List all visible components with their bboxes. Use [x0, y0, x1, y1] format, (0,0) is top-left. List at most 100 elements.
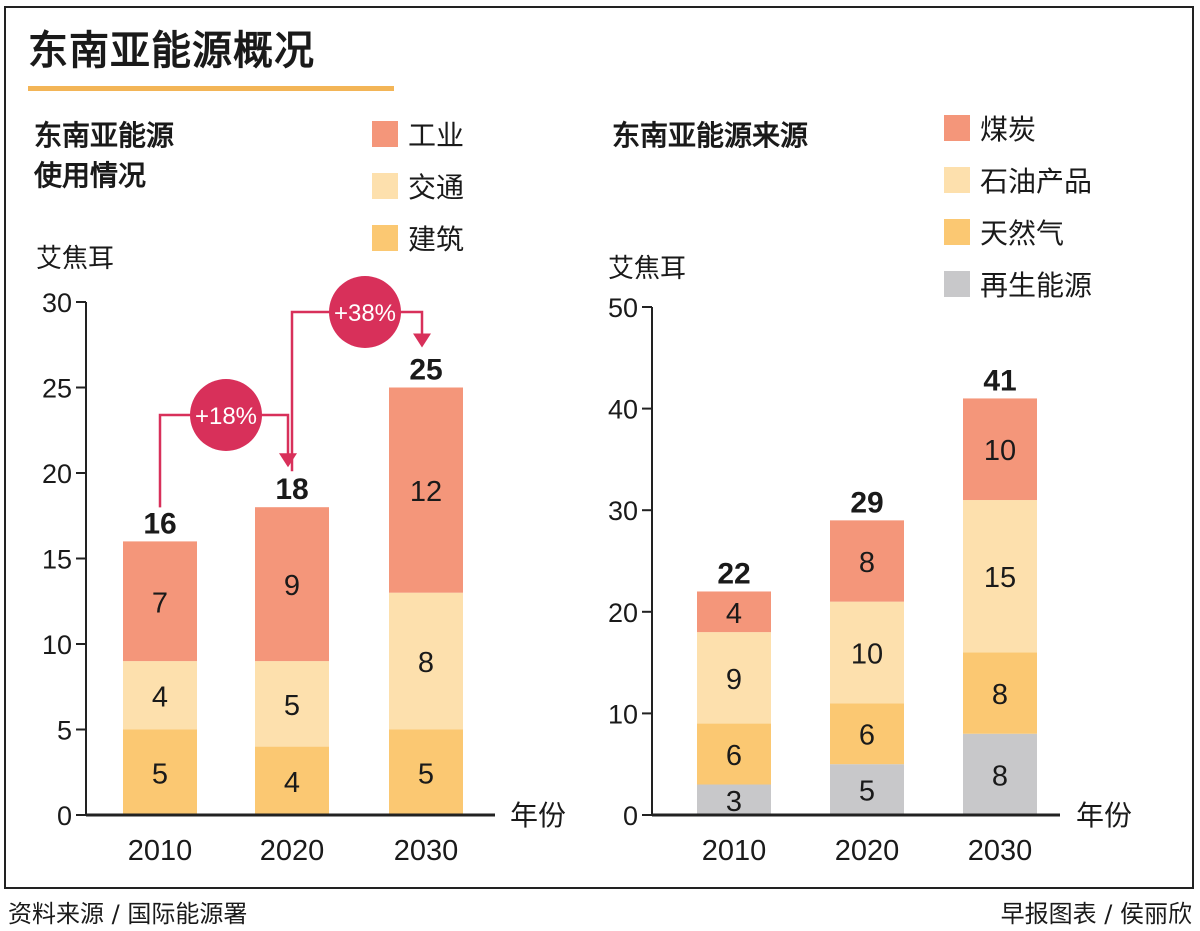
right-bar-renewable-2010 — [697, 784, 771, 815]
legend-swatch-industry — [372, 121, 398, 147]
right-total-label: 29 — [850, 486, 883, 519]
legend-swatch-transport — [372, 173, 398, 199]
growth-badge-label: +18% — [195, 403, 257, 430]
right-bar-renewable-2020 — [830, 764, 904, 815]
right-unit-label: 艾焦耳 — [608, 254, 687, 284]
left-bar-transport-2020 — [255, 661, 329, 747]
right-segment-label: 10 — [984, 435, 1016, 467]
right-y-tick-label: 10 — [608, 699, 638, 729]
right-segment-label: 10 — [851, 638, 883, 670]
right-segment-label: 5 — [859, 776, 875, 808]
right-x-axis-label: 年份 — [1076, 799, 1132, 832]
right-segment-label: 8 — [992, 760, 1008, 792]
right-legend-item-coal: 煤炭 — [944, 102, 1092, 154]
left-bar-building-2020 — [255, 746, 329, 815]
left-bar-building-2030 — [389, 729, 463, 815]
legend-swatch-oil — [944, 167, 970, 193]
right-legend-item-renewable: 再生能源 — [944, 258, 1092, 310]
right-x-tick-label: 2030 — [968, 835, 1033, 867]
right-chart-title: 东南亚能源来源 — [612, 119, 809, 152]
left-segment-label: 9 — [284, 570, 300, 602]
page-title: 东南亚能源概况 — [28, 28, 315, 74]
legend-label: 建筑 — [408, 223, 465, 256]
title-underline — [28, 86, 394, 91]
legend-label: 石油产品 — [980, 165, 1093, 198]
left-bar-building-2010 — [123, 729, 197, 815]
left-y-tick-label: 10 — [42, 630, 72, 660]
right-bar-gas-2010 — [697, 723, 771, 785]
right-bar-coal-2010 — [697, 591, 771, 633]
growth-arrowhead-icon — [413, 333, 431, 348]
right-x-tick-label: 2010 — [702, 835, 767, 867]
right-y-tick-label: 50 — [608, 293, 638, 323]
legend-swatch-renewable — [944, 271, 970, 297]
left-total-label: 25 — [409, 354, 442, 387]
left-segment-label: 4 — [284, 767, 300, 799]
left-x-axis-label: 年份 — [510, 799, 566, 832]
left-bar-transport-2030 — [389, 592, 463, 730]
right-y-tick-label: 40 — [608, 395, 638, 425]
source-note: 资料来源 / 国际能源署 — [8, 900, 248, 928]
legend-label: 再生能源 — [980, 269, 1093, 302]
right-legend: 煤炭石油产品天然气再生能源 — [944, 102, 1092, 310]
left-segment-label: 8 — [418, 647, 434, 679]
left-total-label: 18 — [275, 473, 308, 506]
right-segment-label: 3 — [726, 786, 742, 818]
left-segment-label: 5 — [284, 690, 300, 722]
right-bar-gas-2020 — [830, 703, 904, 765]
right-total-label: 41 — [983, 364, 1016, 397]
right-y-tick-label: 30 — [608, 496, 638, 526]
right-legend-item-oil: 石油产品 — [944, 154, 1092, 206]
right-segment-label: 9 — [726, 664, 742, 696]
credit-note: 早报图表 / 侯丽欣 — [1000, 900, 1192, 928]
left-segment-label: 12 — [410, 476, 442, 508]
left-total-label: 16 — [143, 507, 176, 540]
left-bar-transport-2010 — [123, 661, 197, 730]
right-segment-label: 4 — [726, 598, 742, 630]
left-bar-industry-2010 — [123, 541, 197, 662]
right-bar-coal-2020 — [830, 520, 904, 602]
legend-label: 天然气 — [980, 217, 1065, 250]
growth-arrowhead-icon — [279, 453, 297, 468]
right-segment-label: 15 — [984, 562, 1016, 594]
legend-label: 工业 — [408, 119, 465, 152]
left-x-tick-label: 2010 — [128, 835, 193, 867]
infographic-frame — [4, 6, 1194, 889]
legend-label: 交通 — [408, 171, 465, 204]
right-segment-label: 6 — [726, 740, 742, 772]
left-y-tick-label: 25 — [42, 374, 72, 404]
legend-swatch-coal — [944, 115, 970, 141]
left-chart-title: 东南亚能源 使用情况 — [34, 116, 174, 196]
left-unit-label: 艾焦耳 — [36, 244, 115, 274]
right-x-tick-label: 2020 — [835, 835, 900, 867]
legend-label: 煤炭 — [980, 113, 1037, 146]
right-segment-label: 8 — [992, 679, 1008, 711]
left-bar-industry-2030 — [389, 387, 463, 593]
growth-badge — [190, 379, 262, 451]
left-x-tick-label: 2020 — [260, 835, 325, 867]
left-legend-item-transport: 交通 — [372, 160, 464, 212]
right-total-label: 22 — [717, 557, 750, 590]
right-bar-oil-2020 — [830, 601, 904, 704]
left-segment-label: 5 — [152, 758, 168, 790]
left-legend-item-industry: 工业 — [372, 108, 464, 160]
growth-badge — [329, 276, 401, 348]
left-segment-label: 5 — [418, 758, 434, 790]
left-y-tick-label: 30 — [42, 288, 72, 318]
right-y-tick-label: 0 — [623, 801, 638, 831]
legend-swatch-gas — [944, 219, 970, 245]
left-x-tick-label: 2030 — [394, 835, 459, 867]
right-segment-label: 8 — [859, 547, 875, 579]
right-legend-item-gas: 天然气 — [944, 206, 1092, 258]
right-segment-label: 6 — [859, 720, 875, 752]
right-y-tick-label: 20 — [608, 598, 638, 628]
left-segment-label: 4 — [152, 681, 168, 713]
legend-swatch-building — [372, 225, 398, 251]
left-chart-title-line2: 使用情况 — [34, 159, 147, 192]
right-bar-oil-2010 — [697, 632, 771, 724]
left-legend-item-building: 建筑 — [372, 212, 464, 264]
left-y-tick-label: 15 — [42, 545, 72, 575]
right-bar-oil-2030 — [963, 500, 1037, 653]
left-y-tick-label: 20 — [42, 459, 72, 489]
